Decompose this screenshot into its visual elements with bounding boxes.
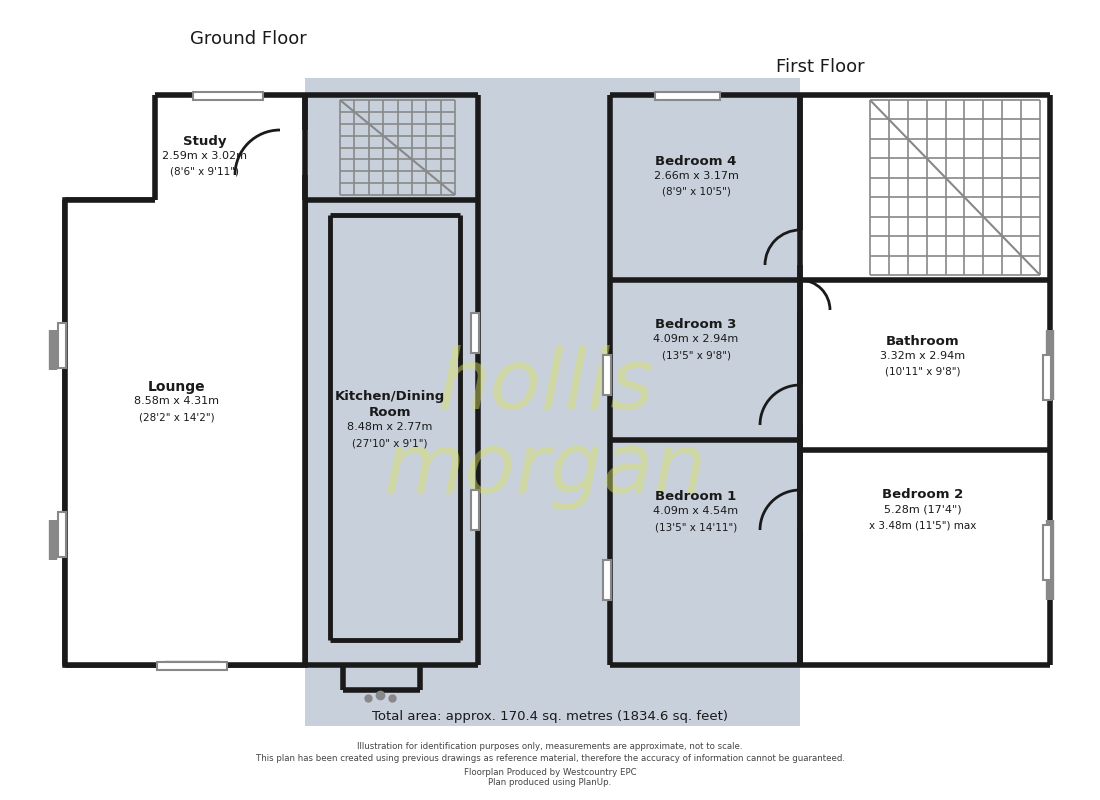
Bar [58, 323, 66, 368]
Text: (8'6" x 9'11"): (8'6" x 9'11") [170, 167, 240, 177]
Bar [471, 490, 478, 530]
Text: 8.58m x 4.31m: 8.58m x 4.31m [134, 396, 220, 406]
Bar [603, 355, 611, 395]
Bar [800, 95, 1050, 280]
Text: 8.48m x 2.77m: 8.48m x 2.77m [348, 422, 432, 432]
Bar [603, 560, 611, 600]
Text: Room: Room [368, 406, 411, 419]
Text: Bedroom 4: Bedroom 4 [656, 155, 737, 168]
Text: Total area: approx. 170.4 sq. metres (1834.6 sq. feet): Total area: approx. 170.4 sq. metres (18… [372, 710, 728, 723]
Text: Ground Floor: Ground Floor [189, 30, 307, 48]
Text: (28'2" x 14'2"): (28'2" x 14'2") [140, 412, 214, 422]
Bar [192, 92, 263, 100]
Bar [305, 200, 480, 665]
Text: Bedroom 2: Bedroom 2 [882, 488, 964, 501]
Text: 2.66m x 3.17m: 2.66m x 3.17m [653, 171, 738, 181]
Text: (13'5" x 9'8"): (13'5" x 9'8") [661, 350, 730, 360]
Text: Study: Study [184, 135, 227, 148]
Bar [471, 313, 478, 353]
Bar [65, 200, 305, 665]
Bar [155, 95, 305, 200]
Text: Floorplan Produced by Westcountry EPC: Floorplan Produced by Westcountry EPC [464, 768, 636, 777]
Text: morgan: morgan [383, 430, 706, 510]
Text: This plan has been created using previous drawings as reference material, theref: This plan has been created using previou… [255, 754, 845, 763]
Text: x 3.48m (11'5") max: x 3.48m (11'5") max [869, 520, 977, 530]
Text: Kitchen/Dining: Kitchen/Dining [334, 390, 446, 403]
Text: (8'9" x 10'5"): (8'9" x 10'5") [661, 187, 730, 197]
Text: 3.32m x 2.94m: 3.32m x 2.94m [880, 351, 966, 361]
Text: 4.09m x 2.94m: 4.09m x 2.94m [653, 334, 738, 344]
Text: (27'10" x 9'1"): (27'10" x 9'1") [352, 438, 428, 448]
Text: hollis: hollis [437, 345, 653, 426]
Text: 4.09m x 4.54m: 4.09m x 4.54m [653, 506, 738, 516]
Text: Illustration for identification purposes only, measurements are approximate, not: Illustration for identification purposes… [358, 742, 742, 751]
Bar [157, 662, 227, 670]
Text: (13'5" x 14'11"): (13'5" x 14'11") [654, 522, 737, 532]
Text: 2.59m x 3.02m: 2.59m x 3.02m [163, 151, 248, 161]
Text: Lounge: Lounge [148, 380, 206, 394]
Text: (10'11" x 9'8"): (10'11" x 9'8") [886, 367, 960, 377]
Text: Plan produced using PlanUp.: Plan produced using PlanUp. [488, 778, 612, 787]
Bar [654, 92, 720, 100]
Text: 5.28m (17'4"): 5.28m (17'4") [884, 504, 961, 514]
Bar [1043, 525, 1050, 580]
Text: Bedroom 3: Bedroom 3 [656, 318, 737, 331]
Text: First Floor: First Floor [776, 58, 865, 76]
Text: Bathroom: Bathroom [887, 335, 960, 348]
Bar [305, 78, 800, 726]
Bar [65, 200, 305, 665]
Bar [58, 512, 66, 557]
Text: Bedroom 1: Bedroom 1 [656, 490, 737, 503]
Bar [1043, 355, 1050, 400]
